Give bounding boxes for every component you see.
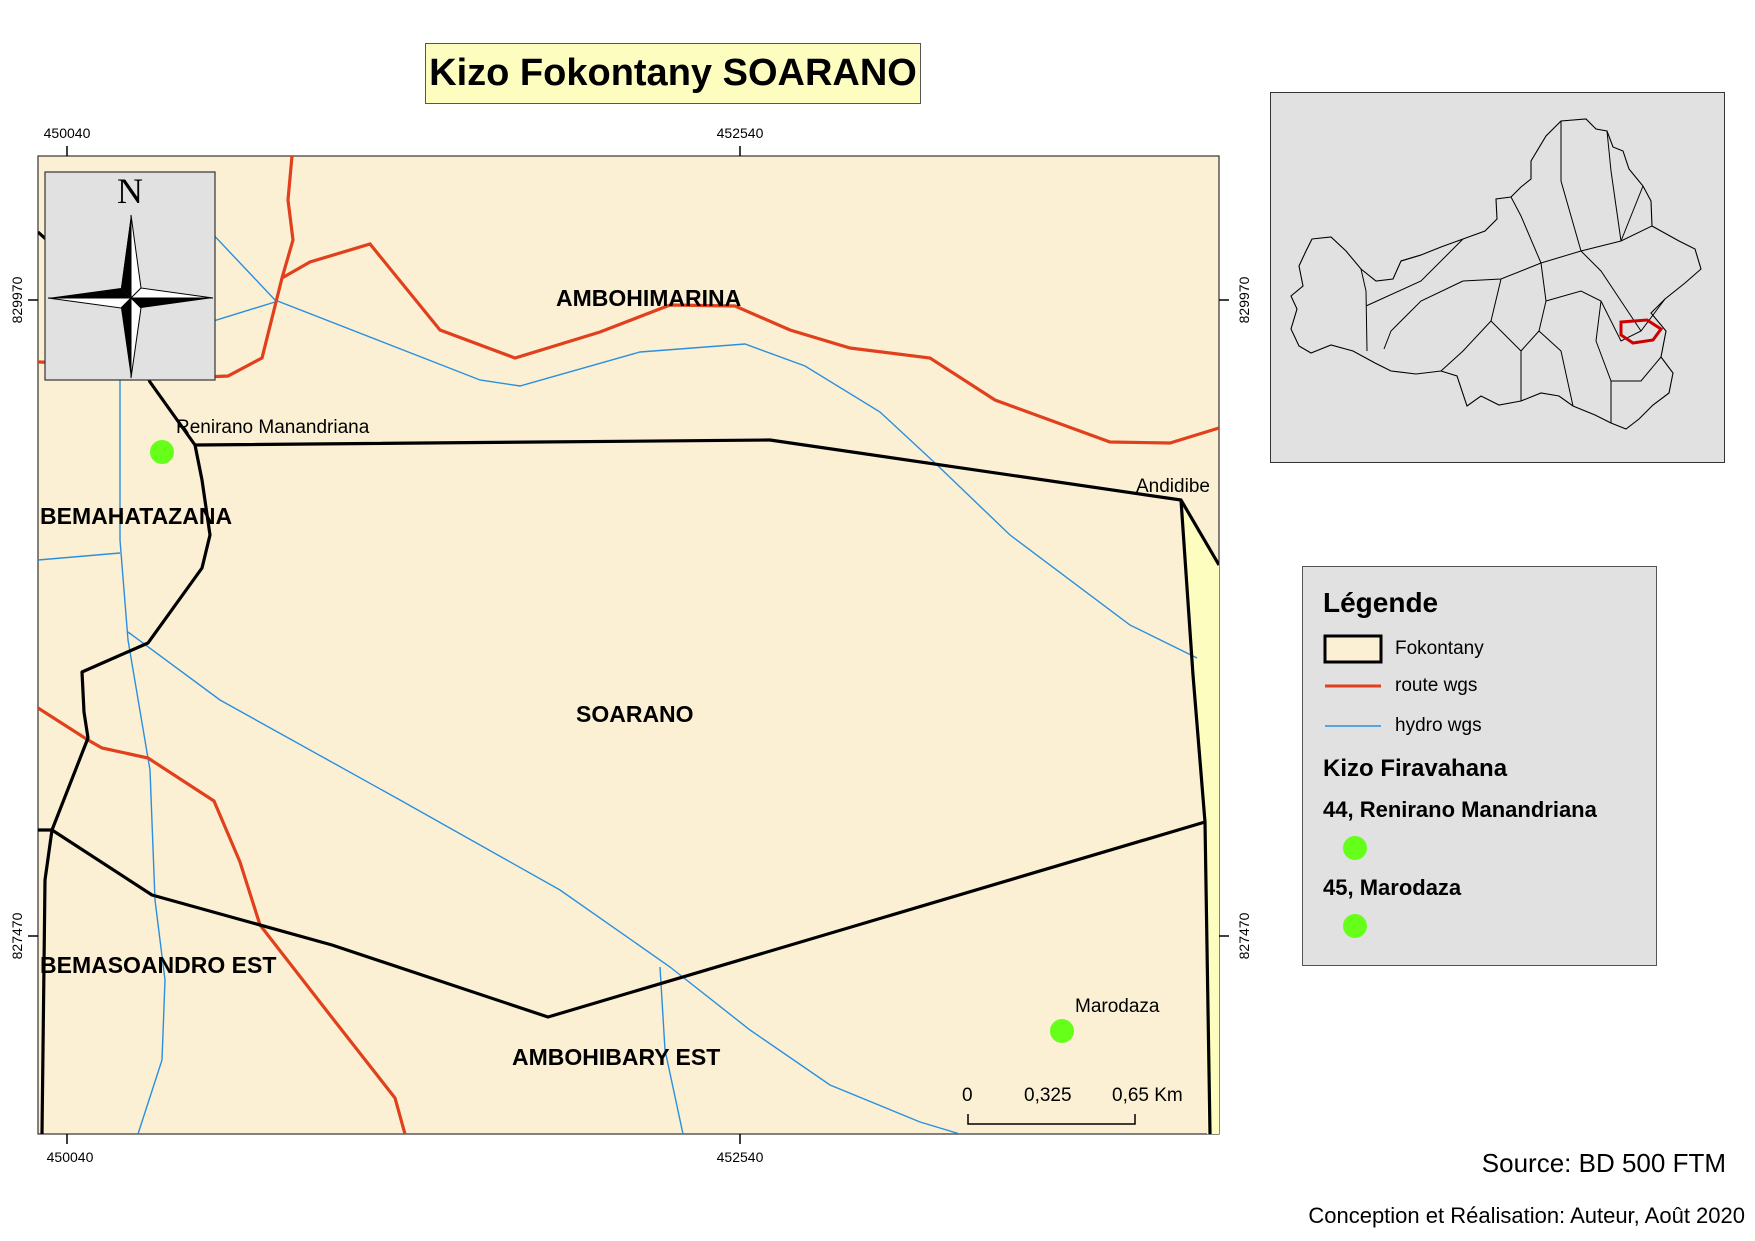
hydro-line: [119, 370, 166, 1134]
inset-internal-boundary: [1560, 121, 1582, 252]
map-frame: [37, 155, 1220, 1135]
inset-internal-boundary: [1545, 290, 1666, 342]
inset-internal-boundary: [1490, 320, 1522, 352]
legend-label-fokontany: Fokontany: [1395, 638, 1484, 659]
inset-internal-boundary: [1611, 356, 1662, 382]
legend-point-1: [1343, 836, 1367, 860]
neighbor-area-east: [1181, 500, 1219, 1134]
tick-top-left: 450040: [44, 125, 91, 141]
tick-bottom-mid: 452540: [717, 1149, 764, 1165]
inset-highlight-soarano: [1619, 318, 1664, 345]
north-arrow: N: [44, 171, 216, 381]
inset-internal-boundary: [1462, 225, 1653, 282]
label-andidibe: Andidibe: [1136, 476, 1210, 497]
inset-internal-boundary: [1606, 130, 1622, 242]
legend-label-hydro: hydro wgs: [1395, 715, 1482, 736]
inset-internal-boundary: [1595, 300, 1612, 423]
legend-item-1: 44, Renirano Manandriana: [1323, 797, 1597, 822]
point-renirano: [150, 440, 174, 464]
label-bemahatazana: BEMAHATAZANA: [40, 503, 232, 529]
label-renirano: Renirano Manandriana: [176, 417, 370, 438]
inset-internal-boundary: [1365, 238, 1464, 307]
tick-top-mid: 452540: [717, 125, 764, 141]
tick-right-top: 829970: [1236, 276, 1252, 323]
label-soarano: SOARANO: [576, 701, 694, 727]
label-ambohimarina: AMBOHIMARINA: [556, 285, 741, 311]
point-marodaza: [1050, 1019, 1074, 1043]
inset-internal-boundary: [1580, 250, 1642, 332]
inset-internal-boundary: [1620, 185, 1644, 242]
legend-title: Légende: [1323, 587, 1439, 618]
tick-right-bottom: 827470: [1236, 912, 1252, 959]
inset-internal-boundary: [1400, 254, 1422, 262]
inset-internal-boundary: [1440, 278, 1502, 372]
scale-label-1: 0,325: [1024, 1085, 1072, 1106]
tick-left-top: 829970: [9, 276, 25, 323]
legend-row-route: route wgs: [1323, 675, 1477, 697]
hydro-line: [127, 631, 961, 1134]
tick-left-bottom: 827470: [9, 912, 25, 959]
legend-point-2: [1343, 914, 1367, 938]
legend-row-hydro: hydro wgs: [1323, 715, 1482, 737]
scale-bar: 0 0,325 0,65 Km: [962, 1085, 1183, 1125]
legend-item-2: 45, Marodaza: [1323, 875, 1462, 900]
route-symbol: [1325, 684, 1381, 688]
boundary-line: [38, 820, 1206, 1019]
inset-svg: [1290, 118, 1702, 430]
inset-internal-boundary: [1383, 280, 1464, 350]
inset-internal-boundary: [1538, 330, 1574, 407]
credit-text: Conception et Réalisation: Auteur, Août …: [1308, 1203, 1745, 1228]
hydro-line: [659, 966, 684, 1134]
fokontany-symbol: [1323, 634, 1383, 664]
hydro-line: [38, 552, 121, 561]
inset-map: [1270, 92, 1725, 463]
source-text: Source: BD 500 FTM: [1481, 1148, 1726, 1178]
hydro-line: [189, 209, 1198, 659]
route-line: [38, 706, 407, 1134]
legend-label-route: route wgs: [1395, 675, 1478, 696]
north-letter: N: [117, 171, 143, 211]
route-line: [281, 242, 1219, 445]
boundary-line: [194, 438, 1219, 566]
scale-label-2: 0,65 Km: [1112, 1085, 1183, 1106]
label-marodaza: Marodaza: [1075, 996, 1160, 1017]
inset-internal-boundary: [1510, 196, 1542, 264]
graticule-ticks: [28, 146, 1229, 1144]
hydro-symbol: [1325, 725, 1381, 727]
scale-label-0: 0: [962, 1085, 973, 1106]
legend-row-fokontany: Fokontany: [1323, 633, 1484, 665]
inset-commune-outline: [1290, 118, 1702, 430]
map-title: Kizo Fokontany SOARANO: [425, 43, 921, 104]
inset-internal-boundary: [1360, 268, 1368, 352]
legend-kizo-heading: Kizo Firavahana: [1323, 755, 1508, 782]
boundary-line: [1179, 499, 1212, 1134]
legend: Légende Fokontany route wgs hydro wgs Ki…: [1302, 566, 1657, 966]
tick-bottom-left: 450040: [47, 1149, 94, 1165]
label-ambohibary-est: AMBOHIBARY EST: [512, 1044, 720, 1070]
label-bemasoandro-est: BEMASOANDRO EST: [40, 952, 276, 978]
